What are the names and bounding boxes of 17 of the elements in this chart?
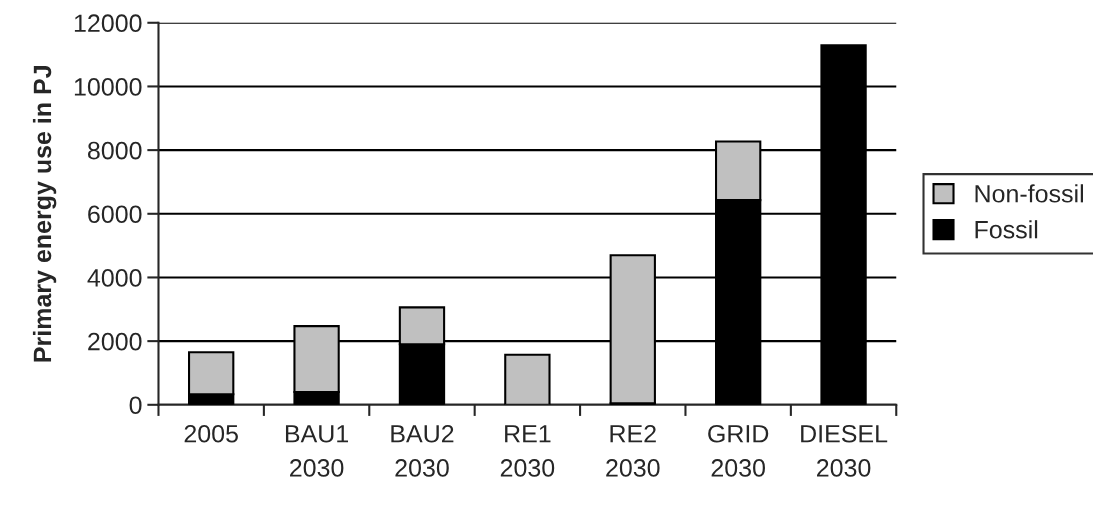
- legend-label: Non-fossil: [975, 184, 1083, 203]
- x-tick-label: BAU2 2030: [391, 424, 454, 477]
- x-tick-label: GRID 2030: [708, 424, 769, 477]
- y-tick-label: 10000: [74, 78, 142, 96]
- x-tick-label: 2005: [184, 424, 238, 443]
- x-tick-label: BAU1 2030: [285, 425, 349, 477]
- x-tick-label: DIESEL 2030: [801, 424, 888, 477]
- y-tick-label: 4000: [87, 269, 142, 287]
- y-tick-label: 12000: [74, 14, 142, 33]
- y-tick-label: 8000: [87, 141, 142, 160]
- y-axis-title: Primary energy use in PJ: [32, 66, 57, 362]
- y-tick-label: 2000: [88, 332, 142, 351]
- x-tick-label: RE1 2030: [500, 425, 555, 477]
- legend-label: Fossil: [975, 220, 1038, 239]
- x-tick-label: RE2 2030: [606, 424, 660, 477]
- y-tick-label: 6000: [88, 205, 142, 224]
- y-tick-label: 0: [129, 396, 142, 415]
